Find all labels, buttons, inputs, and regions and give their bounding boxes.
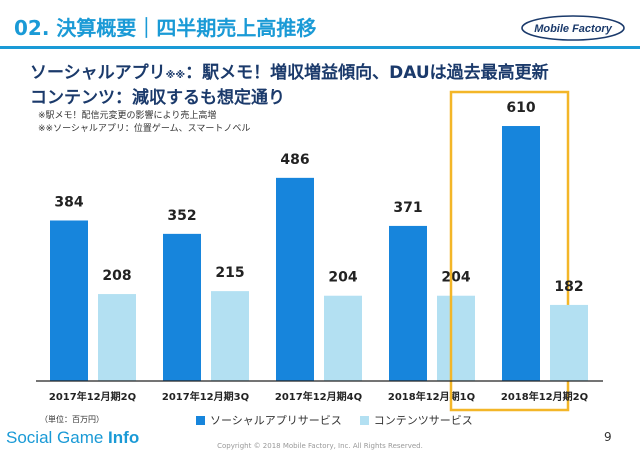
data-label-content-0: 208 bbox=[102, 268, 131, 284]
bar-content-1 bbox=[211, 291, 249, 381]
x-tick-label-0: 2017年12月期2Q bbox=[49, 390, 136, 403]
bar-social-1 bbox=[163, 233, 201, 381]
bar-social-3 bbox=[389, 225, 427, 381]
bar-social-2 bbox=[276, 177, 314, 381]
x-tick-label-2: 2017年12月期4Q bbox=[275, 390, 362, 403]
bar-content-4 bbox=[550, 304, 588, 381]
data-label-social-2: 486 bbox=[280, 152, 309, 168]
headline-line-1: ソーシャルアプリ※※：駅メモ！増収増益傾向、DAUは過去最高更新 bbox=[30, 62, 549, 87]
brand-regular: Social Game bbox=[6, 428, 109, 447]
headline-line-1-rest: ：駅メモ！増収増益傾向、DAUは過去最高更新 bbox=[185, 63, 549, 83]
bar-content-2 bbox=[324, 295, 362, 381]
unit-note: （単位：百万円） bbox=[40, 415, 104, 424]
data-label-content-3: 204 bbox=[441, 270, 470, 286]
headline: ソーシャルアプリ※※：駅メモ！増収増益傾向、DAUは過去最高更新 コンテンツ：減… bbox=[30, 62, 549, 109]
data-label-social-3: 371 bbox=[393, 200, 422, 216]
legend-swatch-content bbox=[359, 415, 369, 425]
header-bar bbox=[0, 0, 640, 52]
footnote-2: ※※ソーシャルアプリ：位置ゲーム、スマートノベル bbox=[38, 124, 251, 134]
page-number: 9 bbox=[604, 430, 612, 444]
data-label-social-0: 384 bbox=[54, 194, 83, 210]
slide-title: 02. 決算概要｜四半期売上高推移 bbox=[14, 12, 316, 41]
company-logo: Mobile Factory bbox=[521, 15, 625, 41]
brand-bold: Info bbox=[108, 428, 140, 447]
data-label-content-2: 204 bbox=[328, 270, 357, 286]
data-label-content-4: 182 bbox=[554, 279, 583, 295]
bar-social-0 bbox=[50, 220, 88, 381]
section-number: 02. bbox=[14, 16, 50, 40]
legend-item-content: コンテンツサービス bbox=[359, 412, 473, 428]
x-tick-label-3: 2018年12月期1Q bbox=[388, 390, 475, 403]
highlight-frame bbox=[449, 90, 570, 412]
legend-swatch-social bbox=[196, 415, 205, 425]
legend-label-content: コンテンツサービス bbox=[373, 414, 473, 427]
bar-content-0 bbox=[98, 294, 136, 381]
section-title: 決算概要｜四半期売上高推移 bbox=[56, 16, 317, 40]
copyright: Copyright © 2018 Mobile Factory, Inc. Al… bbox=[217, 442, 423, 450]
company-logo-text: Mobile Factory bbox=[534, 23, 613, 35]
legend-label-social: ソーシャルアプリサービス bbox=[210, 414, 342, 427]
legend-item-social: ソーシャルアプリサービス bbox=[196, 412, 342, 428]
headline-line-1-sup: ※※ bbox=[165, 70, 186, 81]
brand-watermark: Social Game Info bbox=[6, 428, 139, 448]
header-divider bbox=[0, 46, 640, 49]
x-tick-label-1: 2017年12月期3Q bbox=[162, 390, 249, 403]
headline-line-1-main: ソーシャルアプリ bbox=[30, 63, 166, 83]
bar-social-4 bbox=[502, 126, 540, 382]
data-label-social-4: 610 bbox=[506, 100, 535, 116]
x-tick-label-4: 2018年12月期2Q bbox=[501, 390, 588, 403]
bar-content-3 bbox=[437, 295, 475, 381]
footnote-1: ※駅メモ！配信元変更の影響により売上高増 bbox=[38, 111, 217, 121]
footnotes: ※駅メモ！配信元変更の影響により売上高増 ※※ソーシャルアプリ：位置ゲーム、スマ… bbox=[38, 110, 250, 136]
headline-line-2: コンテンツ：減収するも想定通り bbox=[30, 88, 285, 108]
data-label-content-1: 215 bbox=[215, 265, 244, 281]
data-label-social-1: 352 bbox=[167, 208, 196, 224]
chart-legend: ソーシャルアプリサービス コンテンツサービス bbox=[196, 412, 473, 428]
